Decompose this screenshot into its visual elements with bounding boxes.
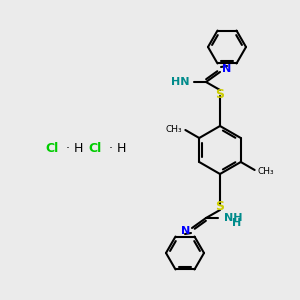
Text: H: H	[232, 218, 241, 228]
Text: Cl: Cl	[45, 142, 58, 154]
Text: · H: · H	[62, 142, 83, 154]
Text: Cl: Cl	[88, 142, 102, 154]
Text: S: S	[215, 88, 224, 100]
Text: NH: NH	[224, 213, 242, 223]
Text: S: S	[215, 200, 224, 212]
Text: HN: HN	[170, 77, 189, 87]
Text: N: N	[181, 226, 190, 236]
Text: N: N	[222, 64, 231, 74]
Text: CH₃: CH₃	[166, 124, 182, 134]
Text: CH₃: CH₃	[258, 167, 274, 176]
Text: · H: · H	[105, 142, 126, 154]
